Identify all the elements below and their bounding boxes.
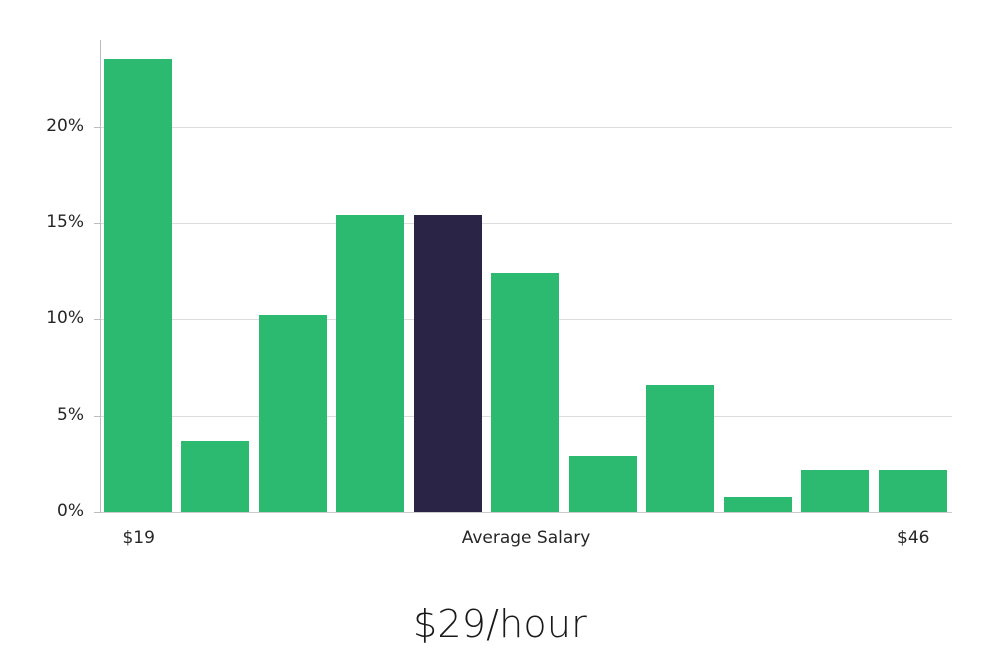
y-tick-label-20%: 20% bbox=[46, 116, 84, 136]
bar bbox=[646, 385, 714, 512]
y-tick-mark-20% bbox=[94, 127, 100, 128]
y-tick-label-5%: 5% bbox=[57, 405, 84, 425]
y-axis-spine bbox=[100, 40, 101, 513]
x-axis-title: Average Salary bbox=[461, 528, 591, 548]
bar bbox=[491, 273, 559, 512]
gridline-15% bbox=[100, 223, 952, 224]
y-tick-label-10%: 10% bbox=[46, 308, 84, 328]
y-tick-label-15%: 15% bbox=[46, 212, 84, 232]
bar bbox=[569, 456, 637, 512]
chart-title: $29/hour bbox=[413, 602, 587, 646]
bar bbox=[259, 315, 327, 512]
y-tick-mark-0% bbox=[94, 512, 100, 513]
bar-highlighted bbox=[414, 215, 482, 512]
y-tick-mark-15% bbox=[94, 223, 100, 224]
bar bbox=[336, 215, 404, 512]
x-tick-label-high: $46 bbox=[897, 528, 930, 548]
y-tick-mark-5% bbox=[94, 416, 100, 417]
bar bbox=[879, 470, 947, 512]
plot-area bbox=[100, 40, 952, 512]
x-tick-label-low: $19 bbox=[122, 528, 155, 548]
y-tick-mark-10% bbox=[94, 319, 100, 320]
gridline-20% bbox=[100, 127, 952, 128]
gridline-0% bbox=[100, 512, 952, 513]
bar bbox=[801, 470, 869, 512]
bar bbox=[104, 59, 172, 512]
bar bbox=[181, 441, 249, 512]
y-tick-label-0%: 0% bbox=[57, 501, 84, 521]
bar bbox=[724, 497, 792, 512]
